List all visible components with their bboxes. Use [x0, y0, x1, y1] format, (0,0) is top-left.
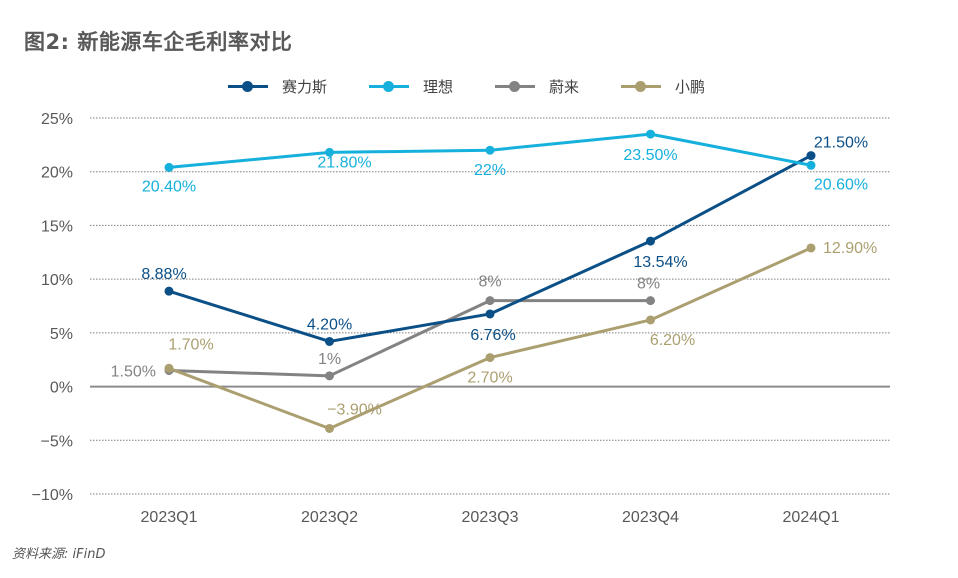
legend: 赛力斯 理想 蔚来 小鹏 — [228, 74, 747, 98]
data-label: 4.20% — [307, 316, 352, 333]
y-tick-label: −10% — [32, 487, 73, 504]
data-point — [325, 371, 334, 381]
data-label: 1.70% — [168, 336, 213, 353]
data-point — [325, 336, 334, 346]
data-label: 20.40% — [142, 178, 196, 195]
data-label: 1.50% — [111, 363, 156, 380]
legend-item-lixiang: 理想 — [369, 76, 453, 97]
data-label: 8% — [637, 276, 660, 293]
data-point — [646, 296, 655, 306]
legend-label: 赛力斯 — [282, 77, 328, 96]
data-label: 8.88% — [141, 266, 186, 283]
series-line-2 — [168, 299, 651, 378]
data-point — [806, 160, 816, 170]
x-tick-label: 2023Q3 — [462, 509, 519, 526]
data-label: 22% — [474, 162, 506, 179]
data-label: 1% — [318, 351, 341, 368]
chart-title: 图2: 新能源车企毛利率对比 — [24, 30, 293, 54]
data-label: 23.50% — [623, 147, 677, 164]
y-tick-label: −5% — [41, 433, 73, 450]
legend-marker-icon — [228, 78, 268, 94]
data-point — [164, 363, 174, 373]
data-point — [646, 315, 655, 325]
data-label: 12.90% — [823, 240, 877, 257]
x-tick-label: 2023Q1 — [141, 509, 198, 526]
data-point — [646, 129, 655, 139]
legend-marker-icon — [369, 78, 410, 94]
data-label: 6.76% — [470, 327, 515, 344]
data-label: 8% — [478, 274, 501, 291]
data-point — [164, 162, 174, 172]
data-point — [485, 309, 495, 319]
y-tick-label: 25% — [41, 111, 73, 128]
data-point — [485, 353, 495, 363]
data-label: −3.90% — [327, 401, 382, 418]
data-label: 13.54% — [633, 254, 687, 271]
legend-item-seres: 赛力斯 — [228, 76, 327, 97]
x-tick-label: 2023Q2 — [301, 509, 358, 526]
data-point — [485, 296, 495, 306]
legend-label: 理想 — [423, 77, 454, 96]
y-tick-label: 20% — [41, 165, 73, 182]
data-label: 21.50% — [814, 135, 868, 152]
legend-item-nio: 蔚来 — [495, 76, 579, 97]
y-tick-label: 10% — [41, 272, 73, 289]
x-tick-label: 2024Q1 — [783, 509, 840, 526]
legend-label: 小鹏 — [675, 77, 706, 96]
data-label: 20.60% — [814, 176, 868, 193]
legend-item-xpeng: 小鹏 — [621, 76, 705, 97]
y-tick-label: 0% — [50, 380, 73, 397]
source-note: 资料来源: iFinD — [12, 547, 106, 562]
y-tick-label: 15% — [41, 218, 73, 235]
data-label: 6.20% — [650, 332, 695, 349]
data-point — [164, 286, 174, 296]
data-label: 21.80% — [317, 154, 371, 171]
legend-marker-icon — [495, 78, 536, 94]
y-tick-label: 5% — [50, 326, 73, 343]
data-point — [806, 151, 816, 161]
data-point — [646, 236, 655, 246]
data-point — [806, 243, 816, 253]
x-tick-label: 2023Q4 — [622, 509, 679, 526]
data-label: 2.70% — [467, 370, 512, 387]
data-point — [325, 147, 334, 157]
legend-label: 蔚来 — [549, 77, 580, 96]
legend-marker-icon — [621, 78, 662, 94]
data-point — [485, 145, 495, 155]
data-point — [325, 423, 334, 433]
